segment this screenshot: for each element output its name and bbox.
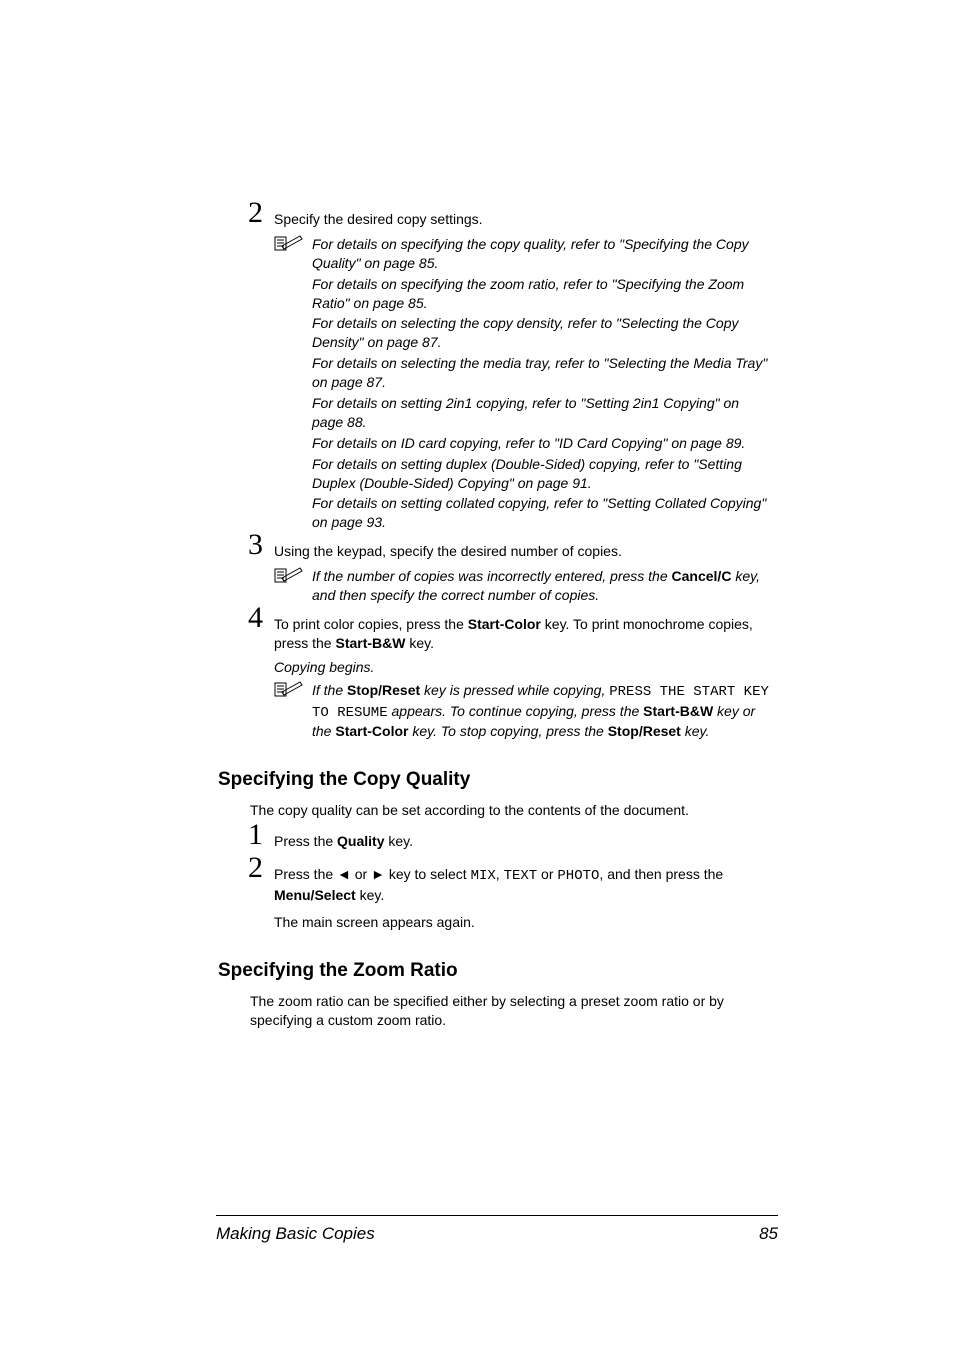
step-text: To print color copies, press the Start-C…	[274, 615, 774, 653]
body-paragraph: The zoom ratio can be specified either b…	[250, 992, 774, 1030]
note-fragment: If the number of copies was incorrectly …	[312, 568, 672, 584]
text-fragment: key.	[356, 887, 385, 903]
step-text: Press the Quality key.	[274, 832, 774, 851]
note-block: For details on specifying the copy quali…	[274, 235, 774, 532]
option: PHOTO	[557, 868, 599, 884]
note-icon	[274, 235, 304, 258]
key-name: Menu/Select	[274, 887, 356, 903]
note-text: If the number of copies was incorrectly …	[312, 567, 774, 605]
step-4: 4 To print color copies, press the Start…	[250, 615, 774, 653]
option: MIX	[471, 868, 496, 884]
result-text: Copying begins.	[274, 659, 774, 675]
step-2: 2 Specify the desired copy settings.	[250, 210, 774, 229]
note-line: For details on specifying the copy quali…	[312, 235, 774, 273]
step-number: 2	[248, 196, 263, 230]
option: TEXT	[504, 868, 538, 884]
note-line: For details on setting duplex (Double-Si…	[312, 455, 774, 493]
text-fragment: or	[537, 866, 557, 882]
step-text: Specify the desired copy settings.	[274, 210, 774, 229]
note-text: For details on specifying the copy quali…	[312, 235, 774, 532]
note-fragment: appears. To continue copying, press the	[388, 703, 644, 719]
page-number: 85	[759, 1224, 778, 1244]
text-fragment: key.	[405, 635, 434, 651]
step-3: 3 Using the keypad, specify the desired …	[250, 542, 774, 561]
key-name: Start-B&W	[643, 703, 713, 719]
note-fragment: key. To stop copying, press the	[408, 723, 607, 739]
text-fragment: ,	[496, 866, 504, 882]
step-number: 3	[248, 528, 263, 562]
text-fragment: To print color copies, press the	[274, 616, 468, 632]
key-name: Stop/Reset	[608, 723, 681, 739]
note-line: For details on selecting the copy densit…	[312, 314, 774, 352]
step-number: 4	[248, 601, 263, 635]
footer-title: Making Basic Copies	[216, 1224, 375, 1244]
section-heading: Specifying the Zoom Ratio	[218, 960, 774, 982]
note-line: For details on specifying the zoom ratio…	[312, 275, 774, 313]
note-line: For details on setting collated copying,…	[312, 494, 774, 532]
key-name: Cancel/C	[672, 568, 732, 584]
body-paragraph: The main screen appears again.	[274, 913, 774, 932]
note-icon	[274, 567, 304, 590]
key-name: Stop/Reset	[347, 682, 420, 698]
page-footer: Making Basic Copies 85	[216, 1215, 778, 1244]
key-name: Quality	[337, 833, 384, 849]
note-icon	[274, 681, 304, 704]
key-name: Start-Color	[335, 723, 408, 739]
note-fragment: If the	[312, 682, 347, 698]
note-fragment: key is pressed while copying,	[420, 682, 609, 698]
step-text: Using the keypad, specify the desired nu…	[274, 542, 774, 561]
key-name: Start-Color	[468, 616, 541, 632]
step-quality-1: 1 Press the Quality key.	[250, 832, 774, 851]
body-paragraph: The copy quality can be set according to…	[250, 801, 774, 820]
step-text: Press the ◄ or ► key to select MIX, TEXT…	[274, 865, 774, 905]
note-fragment: key.	[681, 723, 710, 739]
step-number: 1	[248, 818, 263, 852]
step-quality-2: 2 Press the ◄ or ► key to select MIX, TE…	[250, 865, 774, 905]
key-name: Start-B&W	[335, 635, 405, 651]
note-text: If the Stop/Reset key is pressed while c…	[312, 681, 774, 742]
text-fragment: Press the	[274, 833, 337, 849]
step-number: 2	[248, 851, 263, 885]
note-line: For details on setting 2in1 copying, ref…	[312, 394, 774, 432]
text-fragment: Press the ◄ or ► key to select	[274, 866, 471, 882]
section-heading: Specifying the Copy Quality	[218, 769, 774, 791]
page: 2 Specify the desired copy settings. For…	[0, 0, 954, 1350]
text-fragment: key.	[385, 833, 414, 849]
note-block: If the number of copies was incorrectly …	[274, 567, 774, 605]
note-line: For details on ID card copying, refer to…	[312, 434, 774, 453]
note-line: For details on selecting the media tray,…	[312, 354, 774, 392]
text-fragment: , and then press the	[599, 866, 723, 882]
note-block: If the Stop/Reset key is pressed while c…	[274, 681, 774, 742]
